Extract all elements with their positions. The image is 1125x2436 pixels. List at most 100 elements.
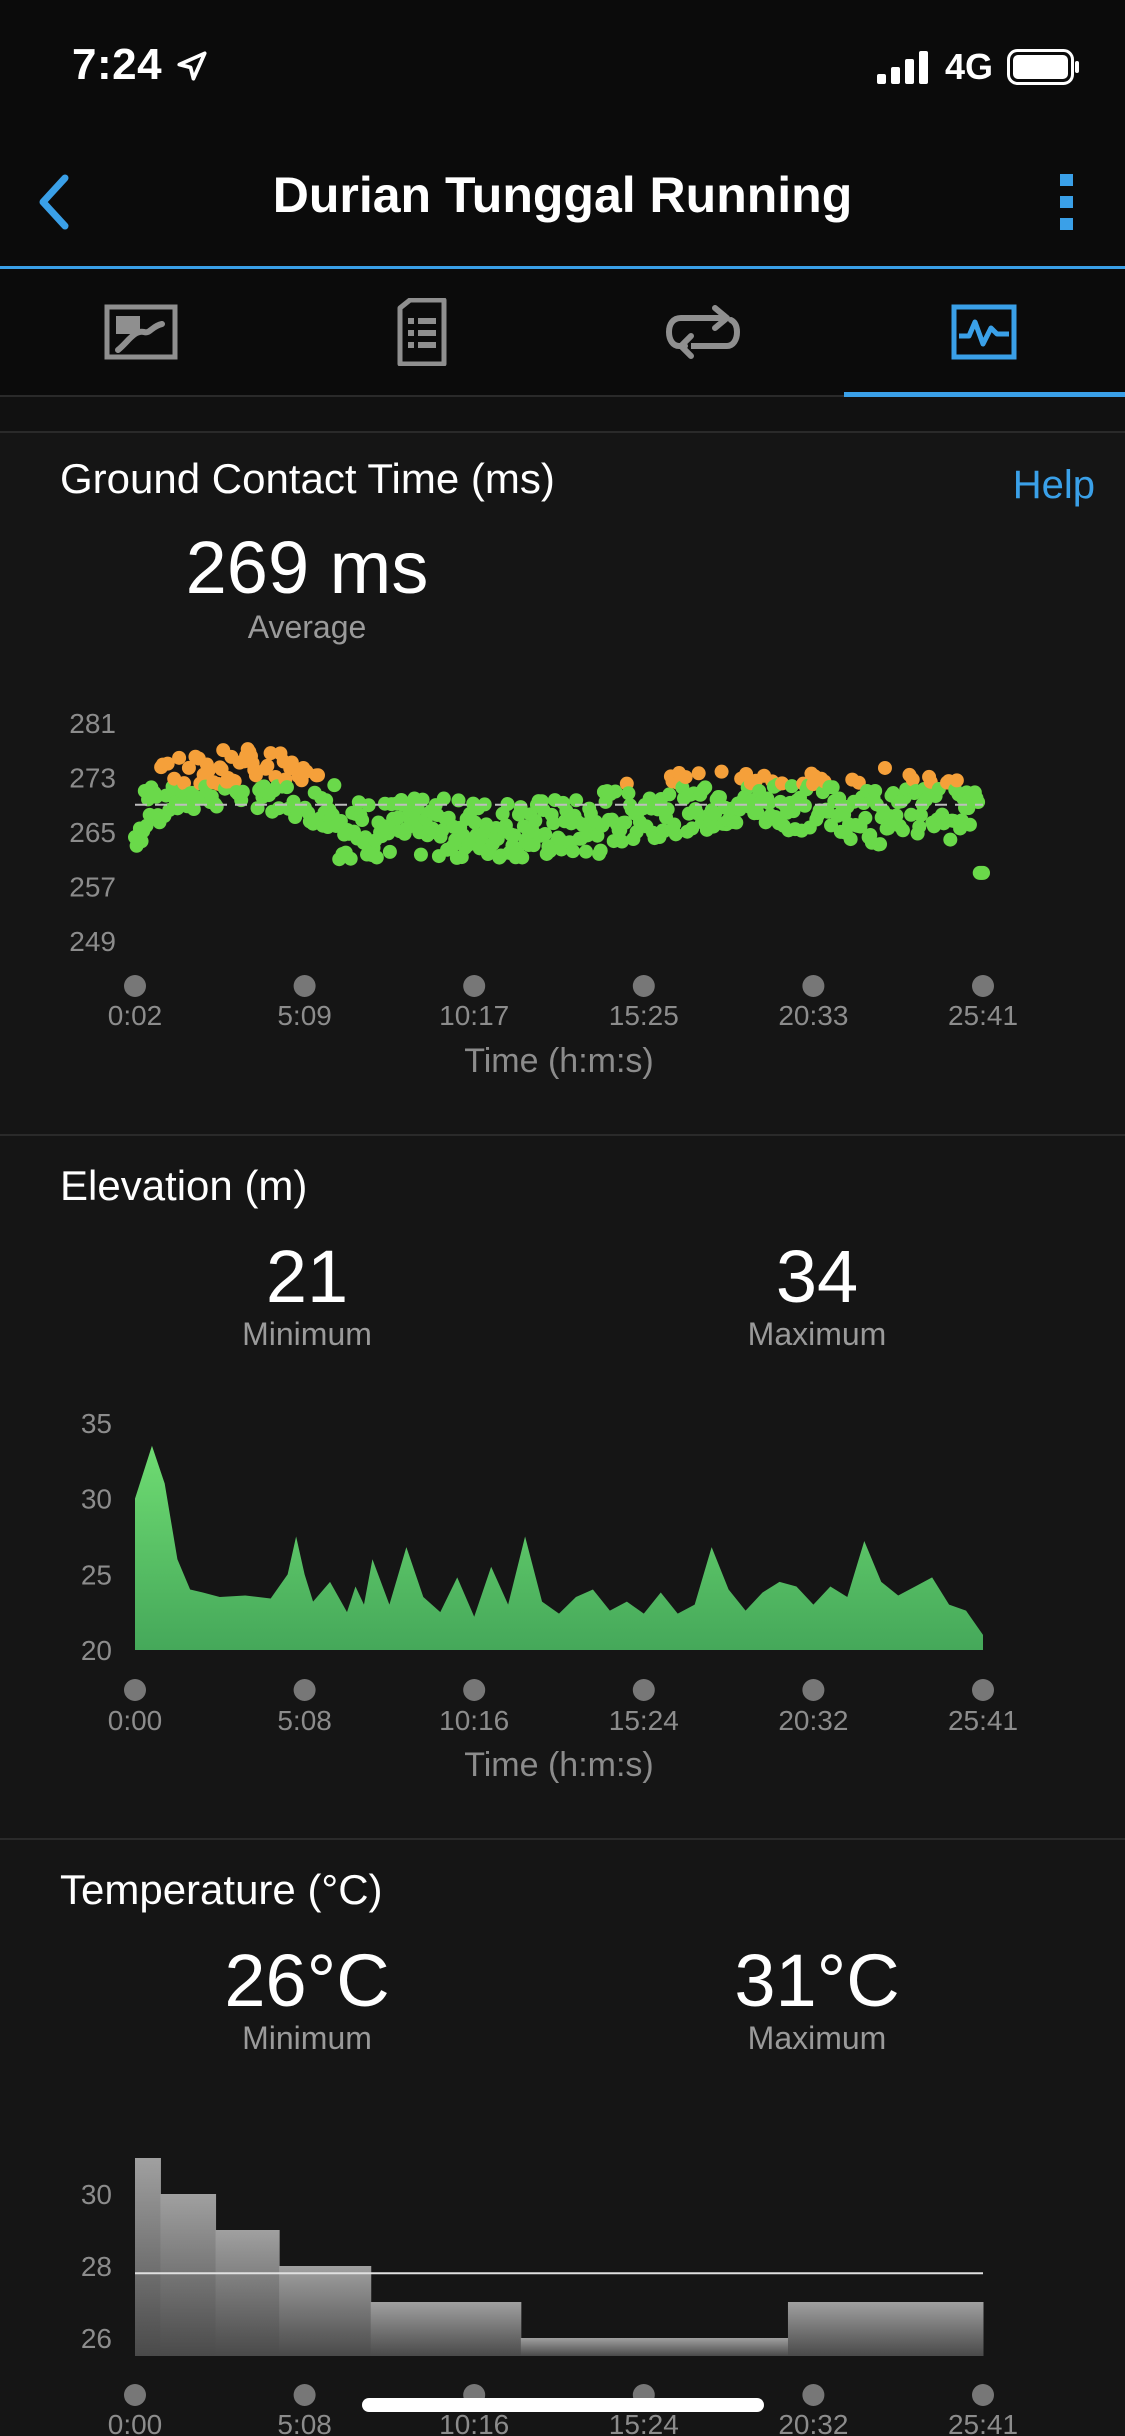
- data-point: [248, 768, 263, 783]
- y-tick-label: 20: [81, 1635, 112, 1666]
- x-tick-label: 0:02: [108, 1000, 163, 1031]
- tab-bar: [0, 269, 1125, 397]
- data-point: [912, 819, 927, 834]
- data-point: [618, 815, 633, 830]
- data-point: [467, 815, 482, 830]
- gct-section: Ground Contact Time (ms) Help 269 ms Ave…: [0, 433, 1125, 1136]
- data-point: [761, 796, 776, 811]
- y-tick-label: 30: [81, 1484, 112, 1515]
- y-tick-label: 28: [81, 2251, 112, 2282]
- y-tick-label: 257: [69, 872, 116, 903]
- data-point: [310, 768, 325, 783]
- data-point: [976, 865, 990, 880]
- data-point: [209, 799, 224, 814]
- x-tick-label: 20:33: [778, 1000, 848, 1031]
- data-point: [668, 827, 683, 842]
- data-point: [181, 760, 196, 775]
- data-point: [712, 790, 727, 805]
- data-point: [698, 780, 713, 795]
- data-point: [621, 786, 636, 801]
- x-axis-title: Time (h:m:s): [464, 1746, 654, 1784]
- data-point: [435, 823, 450, 838]
- gct-chart: 281 273 265 257 249 0:02 5:09 10:17 15:25 20:33 25…: [69, 708, 1018, 1080]
- y-tick-label: 26: [81, 2323, 112, 2354]
- x-tick-label: 5:08: [277, 1705, 332, 1736]
- gct-title: Ground Contact Time (ms): [60, 455, 555, 502]
- battery-icon: [1007, 49, 1079, 85]
- data-point: [825, 780, 840, 795]
- data-point: [160, 756, 175, 771]
- temperature-min-label: Minimum: [242, 2020, 372, 2056]
- status-bar: 7:24 4G: [0, 0, 1125, 140]
- data-point: [415, 792, 430, 807]
- x-axis-dot: [802, 975, 825, 997]
- data-point: [660, 802, 675, 817]
- x-tick-label: 25:41: [948, 1705, 1018, 1736]
- data-point: [343, 851, 358, 866]
- x-tick-label: 20:32: [778, 1705, 848, 1736]
- x-tick-label: 0:00: [108, 2409, 163, 2436]
- x-axis-dot: [293, 2384, 316, 2406]
- help-link[interactable]: Help: [1012, 463, 1095, 507]
- data-point: [355, 813, 370, 828]
- gct-average-label: Average: [247, 609, 367, 645]
- data-point: [565, 844, 580, 859]
- network-type: 4G: [944, 46, 993, 87]
- y-tick-label: 265: [69, 817, 116, 848]
- data-point: [436, 791, 451, 806]
- home-indicator[interactable]: [362, 2398, 764, 2412]
- data-point: [943, 832, 958, 847]
- x-tick-label: 5:09: [277, 1000, 332, 1031]
- x-axis-dot: [293, 975, 316, 997]
- data-point: [858, 810, 873, 825]
- status-indicators: 4G: [876, 46, 1081, 88]
- data-point: [614, 834, 629, 849]
- tab-details[interactable]: [281, 269, 562, 395]
- tab-map[interactable]: [0, 269, 281, 395]
- more-options-button[interactable]: [1037, 162, 1097, 242]
- x-axis-dot: [124, 1679, 146, 1701]
- data-point: [971, 795, 986, 810]
- elevation-section: Elevation (m) 21 Minimum 34 Maximum 35 30…: [0, 1136, 1125, 1840]
- temperature-step: [279, 2266, 372, 2356]
- data-point: [904, 807, 919, 822]
- elevation-max-label: Maximum: [747, 1316, 887, 1352]
- x-axis-dot: [632, 975, 655, 997]
- x-axis-dot: [124, 975, 146, 997]
- back-button[interactable]: [18, 162, 88, 242]
- data-point: [263, 746, 278, 761]
- x-axis-dot: [463, 1679, 486, 1701]
- x-tick-label: 15:24: [609, 1705, 679, 1736]
- data-point: [227, 774, 242, 789]
- data-point: [500, 797, 515, 812]
- elevation-max-value: 34: [775, 1235, 859, 1318]
- tab-laps[interactable]: [563, 269, 844, 395]
- chart-icon: [951, 304, 1017, 360]
- x-axis-dot: [293, 1679, 316, 1701]
- data-point: [608, 784, 623, 799]
- data-point: [877, 760, 892, 775]
- data-point: [361, 798, 376, 813]
- temperature-step: [370, 2302, 522, 2356]
- data-point: [327, 778, 342, 793]
- y-tick-label: 249: [69, 926, 116, 957]
- section-spacer: [0, 397, 1125, 433]
- temperature-max-label: Maximum: [747, 2020, 887, 2056]
- x-axis-dot: [972, 975, 994, 997]
- x-axis-dot: [463, 975, 486, 997]
- document-icon: [397, 298, 447, 366]
- data-point: [714, 764, 729, 779]
- chevron-left-icon: [39, 174, 69, 230]
- tab-charts[interactable]: [843, 269, 1125, 397]
- data-point: [949, 773, 964, 788]
- data-point: [662, 787, 677, 802]
- gct-average-value: 269 ms: [185, 526, 429, 609]
- laps-icon: [666, 305, 741, 359]
- x-tick-label: 10:16: [439, 1705, 509, 1736]
- temperature-min-value: 26°C: [224, 1939, 390, 2022]
- x-axis-dot: [972, 1679, 994, 1701]
- temperature-step: [215, 2230, 280, 2356]
- location-arrow-icon: [177, 51, 207, 81]
- y-tick-label: 30: [81, 2179, 112, 2210]
